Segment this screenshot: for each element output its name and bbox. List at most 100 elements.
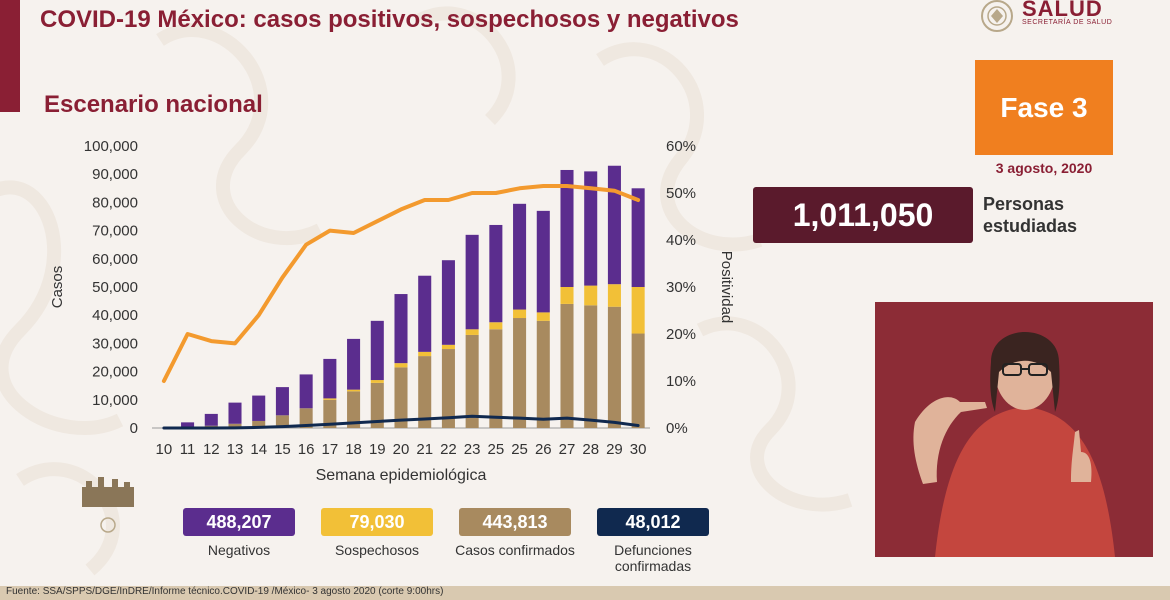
bar-sospechosos xyxy=(536,312,550,321)
bar-casos-confirmados xyxy=(228,423,242,428)
bar-negativos xyxy=(631,188,645,287)
y-tick-label: 0 xyxy=(130,420,138,437)
studied-count: 1,011,050 xyxy=(753,187,973,243)
bar-negativos xyxy=(370,320,384,381)
y-tick-label: 20,000 xyxy=(92,364,138,381)
bar-negativos xyxy=(513,203,527,310)
bar-sospechosos xyxy=(631,287,645,334)
bar-casos-confirmados xyxy=(513,318,527,428)
bar-casos-confirmados xyxy=(370,382,384,428)
page-subtitle: Escenario nacional xyxy=(44,91,263,118)
bar-sospechosos xyxy=(370,380,384,383)
bar-negativos xyxy=(584,171,598,286)
y2-tick-label: 20% xyxy=(666,326,696,343)
bar-negativos xyxy=(465,234,479,330)
bar-sospechosos xyxy=(584,285,598,306)
bar-casos-confirmados xyxy=(323,399,337,428)
studied-label-line1: Personas xyxy=(983,194,1065,214)
y2-tick-label: 60% xyxy=(666,138,696,155)
bar-casos-confirmados xyxy=(584,305,598,428)
page-title: COVID-19 México: casos positivos, sospec… xyxy=(40,6,739,33)
x-tick-label: 30 xyxy=(630,441,647,458)
bar-negativos xyxy=(560,169,574,287)
bar-casos-confirmados xyxy=(489,329,503,428)
y-tick-label: 100,000 xyxy=(84,138,138,155)
y2-tick-label: 40% xyxy=(666,232,696,249)
government-emblem-icon xyxy=(82,477,134,533)
stat-confirmados-value: 443,813 xyxy=(459,508,571,536)
bar-sospechosos xyxy=(560,287,574,304)
bar-casos-confirmados xyxy=(441,349,455,428)
bar-casos-confirmados xyxy=(418,356,432,428)
stat-negativos-label: Negativos xyxy=(207,542,271,558)
bar-negativos xyxy=(252,395,266,421)
y-tick-label: 70,000 xyxy=(92,223,138,240)
bar-sospechosos xyxy=(441,344,455,350)
y2-tick-label: 0% xyxy=(666,420,688,437)
studied-label-line2: estudiadas xyxy=(983,216,1078,236)
x-tick-label: 13 xyxy=(227,441,244,458)
bar-casos-confirmados xyxy=(631,333,645,428)
bar-casos-confirmados xyxy=(252,420,266,428)
y-tick-label: 80,000 xyxy=(92,194,138,211)
x-tick-label: 19 xyxy=(369,441,386,458)
logo-subtext: SECRETARÍA DE SALUD xyxy=(1022,19,1113,26)
x-tick-label: 17 xyxy=(322,441,339,458)
stat-sospechosos-value: 79,030 xyxy=(321,508,433,536)
bar-casos-confirmados xyxy=(536,320,550,428)
bar-negativos xyxy=(347,338,361,390)
x-tick-label: 18 xyxy=(345,441,362,458)
interpreter-video xyxy=(875,302,1153,557)
studied-label: Personas estudiadas xyxy=(983,193,1077,237)
x-tick-label: 28 xyxy=(582,441,599,458)
bar-negativos xyxy=(323,358,337,399)
bar-casos-confirmados xyxy=(347,391,361,428)
y2-tick-label: 50% xyxy=(666,185,696,202)
bar-casos-confirmados xyxy=(394,367,408,428)
x-axis-label: Semana epidemiológica xyxy=(316,467,487,484)
x-tick-label: 11 xyxy=(180,441,196,458)
x-tick-label: 12 xyxy=(203,441,220,458)
bar-casos-confirmados xyxy=(607,306,621,428)
covid-chart: 0 10,000 20,000 30,000 40,000 50,000 60,000 70,… xyxy=(49,138,735,484)
footer-bar: Fuente: SSA/SPPS/DGE/InDRE/Informe técni… xyxy=(0,586,1170,600)
x-tick-label: 27 xyxy=(559,441,576,458)
x-tick-label: 29 xyxy=(606,441,623,458)
x-tick-label: 26 xyxy=(535,441,552,458)
bar-sospechosos xyxy=(323,398,337,400)
stat-confirmados-label: Casos confirmados xyxy=(455,542,575,558)
bar-negativos xyxy=(228,402,242,424)
line-positividad xyxy=(161,184,641,383)
x-tick-label: 15 xyxy=(274,441,291,458)
bar-negativos xyxy=(275,387,289,416)
x-tick-label: 23 xyxy=(464,441,481,458)
x-tick-label: 14 xyxy=(250,441,267,458)
line-defunciones xyxy=(162,414,640,430)
x-tick-label: 25 xyxy=(488,441,505,458)
bar-negativos xyxy=(489,224,503,323)
bar-sospechosos xyxy=(347,389,361,392)
stat-sospechosos-label: Sospechosos xyxy=(334,542,420,558)
y-tick-label: 60,000 xyxy=(92,251,138,268)
bar-casos-confirmados xyxy=(275,415,289,428)
bar-negativos xyxy=(181,422,195,428)
stat-defunciones-value: 48,012 xyxy=(597,508,709,536)
bar-sospechosos xyxy=(418,351,432,357)
y-axis-label: Casos xyxy=(49,266,66,309)
x-tick-label: 10 xyxy=(156,441,173,458)
bar-casos-confirmados xyxy=(560,303,574,428)
bar-sospechosos xyxy=(607,284,621,307)
y2-axis-label: Positividad xyxy=(718,251,735,324)
bar-negativos xyxy=(418,275,432,352)
y2-tick-label: 10% xyxy=(666,373,696,390)
x-tick-label: 16 xyxy=(298,441,315,458)
x-tick-label: 22 xyxy=(440,441,457,458)
bar-sospechosos xyxy=(394,363,408,368)
bar-negativos xyxy=(607,165,621,285)
stat-defunciones-label: Defunciones confirmadas xyxy=(614,542,692,574)
bar-negativos xyxy=(204,413,218,426)
y-tick-label: 30,000 xyxy=(92,335,138,352)
bar-negativos xyxy=(536,210,550,313)
y-tick-label: 50,000 xyxy=(92,279,138,296)
stat-negativos-value: 488,207 xyxy=(183,508,295,536)
